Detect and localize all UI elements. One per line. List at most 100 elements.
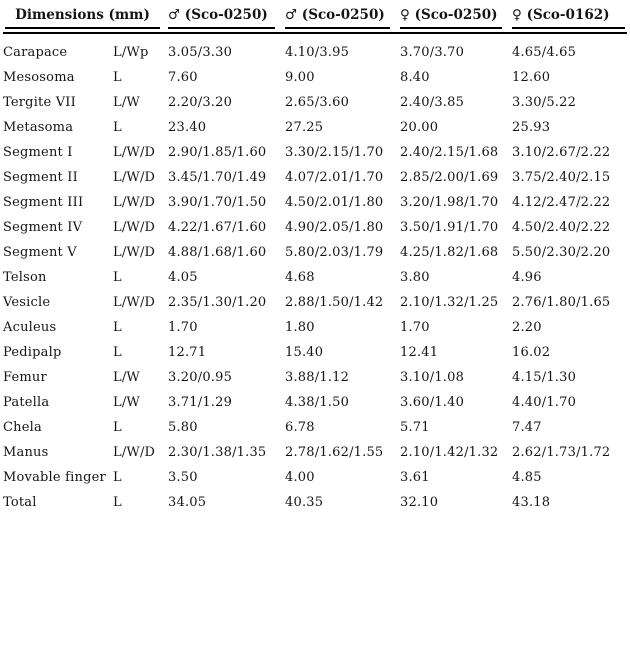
table-row: Chela L 5.80 6.78 5.71 7.47 xyxy=(3,415,627,440)
value-male-2: 4.38/1.50 xyxy=(285,395,350,410)
value-female-1: 3.80 xyxy=(400,270,430,285)
dims-code: L/W xyxy=(113,370,140,385)
header-female-2-label: ♀ (Sco-0162) xyxy=(512,7,610,23)
table-row: Segment I L/W/D 2.90/1.85/1.60 3.30/2.15… xyxy=(3,140,627,165)
value-female-2: 2.76/1.80/1.65 xyxy=(512,295,611,310)
value-male-1: 1.70 xyxy=(168,320,198,335)
dims-code: L/W/D xyxy=(113,195,156,210)
value-male-1: 23.40 xyxy=(168,120,207,135)
dims-code: L xyxy=(113,120,122,135)
value-female-1: 32.10 xyxy=(400,495,439,510)
value-male-1: 3.20/0.95 xyxy=(168,370,233,385)
value-male-1: 3.90/1.70/1.50 xyxy=(168,195,267,210)
value-male-1: 5.80 xyxy=(168,420,198,435)
dims-code: L xyxy=(113,320,122,335)
value-female-1: 3.50/1.91/1.70 xyxy=(400,220,499,235)
header-female-2-underline: ♀ (Sco-0162) xyxy=(512,7,625,29)
table-row: Femur L/W 3.20/0.95 3.88/1.12 3.10/1.08 … xyxy=(3,365,627,390)
value-female-1: 2.10/1.32/1.25 xyxy=(400,295,499,310)
dims-code: L xyxy=(113,420,122,435)
value-male-1: 4.22/1.67/1.60 xyxy=(168,220,267,235)
value-female-1: 2.85/2.00/1.69 xyxy=(400,170,499,185)
value-male-2: 6.78 xyxy=(285,420,315,435)
value-female-2: 2.62/1.73/1.72 xyxy=(512,445,611,460)
value-male-1: 3.45/1.70/1.49 xyxy=(168,170,267,185)
header-rule-cell xyxy=(3,29,627,34)
value-male-2: 3.30/2.15/1.70 xyxy=(285,145,384,160)
value-male-2: 40.35 xyxy=(285,495,324,510)
header-dimensions-label: Dimensions (mm) xyxy=(15,7,150,23)
value-female-2: 25.93 xyxy=(512,120,551,135)
dims-code: L/W/D xyxy=(113,445,156,460)
row-label: Mesosoma xyxy=(3,70,75,85)
value-female-2: 4.65/4.65 xyxy=(512,44,577,60)
value-male-1: 3.50 xyxy=(168,470,198,485)
header-female-1: ♀ (Sco-0250) xyxy=(400,3,512,29)
measurements-table: Dimensions (mm) ♂ (Sco-0250) ♂ (Sco-0250… xyxy=(3,3,627,515)
value-female-2: 4.15/1.30 xyxy=(512,370,577,385)
table-row: Segment IV L/W/D 4.22/1.67/1.60 4.90/2.0… xyxy=(3,215,627,240)
value-male-1: 4.05 xyxy=(168,270,198,285)
dims-code: L/Wp xyxy=(113,44,149,60)
value-male-1: 12.71 xyxy=(168,345,207,360)
value-female-2: 3.10/2.67/2.22 xyxy=(512,145,611,160)
dims-code: L xyxy=(113,345,122,360)
value-male-1: 3.05/3.30 xyxy=(168,44,233,60)
dims-code: L/W/D xyxy=(113,145,156,160)
value-male-2: 9.00 xyxy=(285,70,315,85)
value-male-1: 3.71/1.29 xyxy=(168,395,233,410)
value-male-2: 4.07/2.01/1.70 xyxy=(285,170,384,185)
value-female-2: 2.20 xyxy=(512,320,542,335)
value-female-1: 1.70 xyxy=(400,320,430,335)
dims-code: L/W/D xyxy=(113,220,156,235)
value-female-2: 3.75/2.40/2.15 xyxy=(512,170,611,185)
table-row: Carapace L/Wp 3.05/3.30 4.10/3.95 3.70/3… xyxy=(3,34,627,65)
table-row: Patella L/W 3.71/1.29 4.38/1.50 3.60/1.4… xyxy=(3,390,627,415)
value-female-2: 4.40/1.70 xyxy=(512,395,577,410)
value-female-2: 43.18 xyxy=(512,495,551,510)
row-label: Metasoma xyxy=(3,120,74,135)
table-row: Telson L 4.05 4.68 3.80 4.96 xyxy=(3,265,627,290)
header-male-2: ♂ (Sco-0250) xyxy=(285,3,400,29)
row-label: Segment IV xyxy=(3,220,83,235)
row-label: Aculeus xyxy=(3,320,57,335)
table-row: Vesicle L/W/D 2.35/1.30/1.20 2.88/1.50/1… xyxy=(3,290,627,315)
row-label: Telson xyxy=(3,270,47,285)
row-label: Segment V xyxy=(3,245,77,260)
value-female-1: 2.10/1.42/1.32 xyxy=(400,445,499,460)
header-male-1-underline: ♂ (Sco-0250) xyxy=(168,7,275,29)
row-label: Pedipalp xyxy=(3,345,62,360)
header-female-1-label: ♀ (Sco-0250) xyxy=(400,7,498,23)
header-female-1-underline: ♀ (Sco-0250) xyxy=(400,7,502,29)
row-label: Carapace xyxy=(3,44,68,60)
row-label: Chela xyxy=(3,420,42,435)
row-label: Manus xyxy=(3,445,49,460)
header-male-2-label: ♂ (Sco-0250) xyxy=(285,7,385,23)
value-female-1: 2.40/3.85 xyxy=(400,95,465,110)
value-male-2: 4.50/2.01/1.80 xyxy=(285,195,384,210)
table-row: Total L 34.05 40.35 32.10 43.18 xyxy=(3,490,627,515)
table-row: Movable finger L 3.50 4.00 3.61 4.85 xyxy=(3,465,627,490)
row-label: Segment I xyxy=(3,145,73,160)
table-row: Mesosoma L 7.60 9.00 8.40 12.60 xyxy=(3,65,627,90)
table-row: Pedipalp L 12.71 15.40 12.41 16.02 xyxy=(3,340,627,365)
dims-code: L/W xyxy=(113,95,140,110)
value-male-1: 2.30/1.38/1.35 xyxy=(168,445,267,460)
dims-code: L/W xyxy=(113,395,140,410)
row-label: Movable finger xyxy=(3,470,106,485)
value-male-1: 4.88/1.68/1.60 xyxy=(168,245,267,260)
value-male-2: 2.78/1.62/1.55 xyxy=(285,445,384,460)
dims-code: L xyxy=(113,470,122,485)
value-male-2: 4.10/3.95 xyxy=(285,44,350,60)
value-male-2: 2.88/1.50/1.42 xyxy=(285,295,384,310)
value-male-1: 7.60 xyxy=(168,70,198,85)
value-female-1: 4.25/1.82/1.68 xyxy=(400,245,499,260)
value-female-1: 8.40 xyxy=(400,70,430,85)
value-female-1: 20.00 xyxy=(400,120,439,135)
table-row: Metasoma L 23.40 27.25 20.00 25.93 xyxy=(3,115,627,140)
header-rule-row xyxy=(3,29,627,34)
value-female-2: 3.30/5.22 xyxy=(512,95,577,110)
dims-code: L xyxy=(113,495,122,510)
header-male-1: ♂ (Sco-0250) xyxy=(168,3,285,29)
value-male-2: 27.25 xyxy=(285,120,324,135)
